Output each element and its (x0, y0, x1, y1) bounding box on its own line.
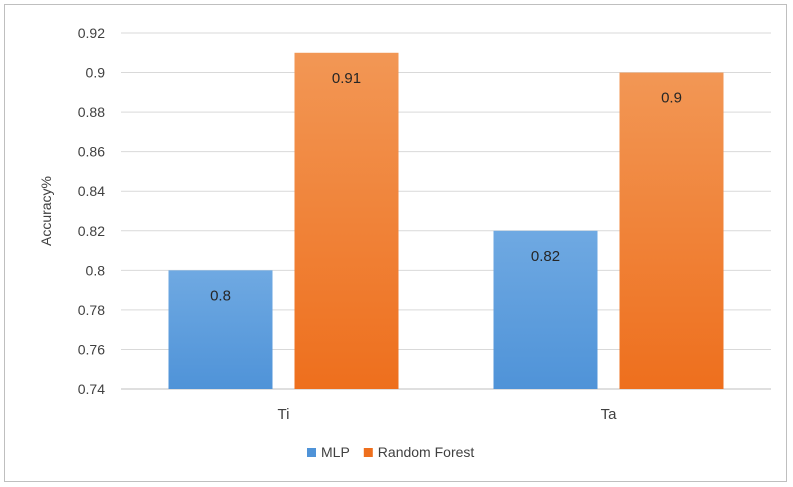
chart-frame: 0.74 0.76 0.78 0.8 0.82 0.84 0.86 0.88 0.9 0.92 0… (4, 4, 787, 482)
y-tick-label: 0.86 (78, 144, 105, 160)
y-tick-label: 0.74 (78, 381, 105, 397)
bar-mlp-ta (493, 230, 598, 389)
data-label: 0.91 (332, 70, 361, 87)
bar-random-forest-ta (619, 72, 724, 390)
x-category-label: Ti (278, 406, 290, 423)
data-label: 0.82 (531, 248, 560, 265)
bars (168, 52, 724, 390)
y-tick-label: 0.9 (86, 65, 106, 81)
x-axis-categories: Ti Ta (278, 406, 618, 423)
y-tick-label: 0.76 (78, 341, 105, 357)
y-tick-label: 0.82 (78, 223, 105, 239)
y-axis-ticks: 0.74 0.76 0.78 0.8 0.82 0.84 0.86 0.88 0.9 0.92 (78, 25, 105, 397)
legend-label: MLP (321, 444, 350, 460)
bar-mlp-ti (168, 270, 273, 389)
y-tick-label: 0.88 (78, 104, 105, 120)
y-tick-label: 0.84 (78, 183, 105, 199)
y-tick-label: 0.8 (86, 262, 106, 278)
legend-swatch (363, 448, 373, 457)
data-labels: 0.8 0.91 0.82 0.9 (210, 70, 682, 305)
legend: MLP Random Forest (307, 444, 474, 460)
legend-swatch (307, 448, 316, 457)
x-category-label: Ta (601, 406, 618, 423)
bar-random-forest-ti (294, 52, 399, 390)
bar-chart: 0.74 0.76 0.78 0.8 0.82 0.84 0.86 0.88 0.9 0.92 0… (38, 25, 771, 460)
y-axis-title: Accuracy% (38, 176, 54, 246)
y-tick-label: 0.92 (78, 25, 105, 41)
y-tick-label: 0.78 (78, 302, 105, 318)
legend-label: Random Forest (378, 444, 475, 460)
data-label: 0.9 (661, 90, 682, 107)
data-label: 0.8 (210, 287, 231, 304)
